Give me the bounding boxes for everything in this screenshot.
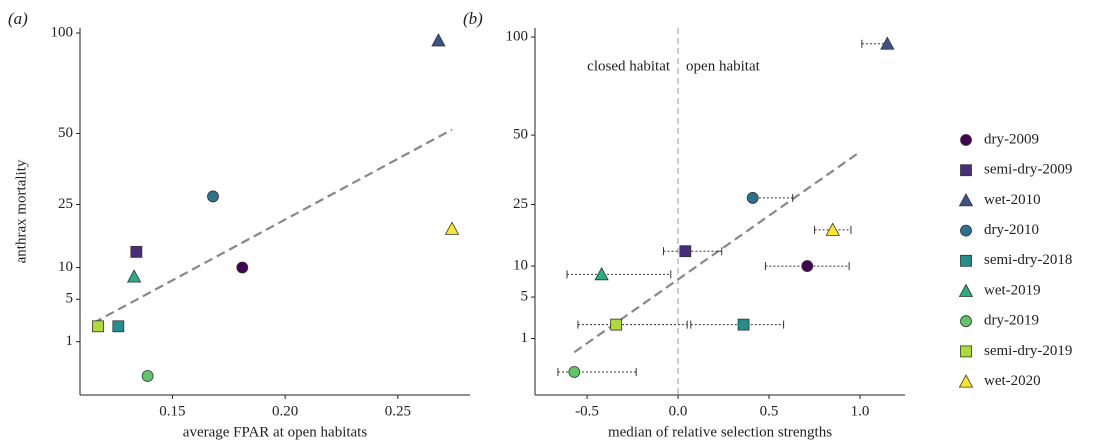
y-tick-label: 25 (58, 196, 73, 212)
point (126, 269, 142, 283)
point (130, 245, 143, 258)
legend-marker (960, 134, 972, 146)
annotation: closed habitat (587, 58, 671, 74)
x-tick-label: 1.0 (851, 403, 870, 419)
x-tick-label: -0.5 (575, 403, 599, 419)
legend-marker (958, 374, 974, 388)
point (594, 266, 609, 281)
point (112, 320, 125, 333)
legend-marker (958, 193, 974, 207)
legend-label: dry-2009 (984, 131, 1039, 147)
point (880, 36, 895, 50)
legend-marker (960, 224, 972, 237)
trend-line (93, 128, 453, 324)
x-axis-label: average FPAR at open habitats (183, 424, 368, 440)
y-tick-label: 25 (513, 196, 528, 212)
legend-label: dry-2019 (984, 313, 1039, 329)
x-tick-label: 0.0 (669, 403, 688, 419)
y-tick-label: 10 (513, 258, 528, 274)
legend-marker (960, 254, 972, 267)
panel-label: (a) (8, 9, 28, 28)
legend-marker (960, 345, 972, 358)
y-tick-label: 100 (506, 28, 529, 44)
point (92, 320, 104, 333)
x-tick-label: 0.5 (760, 403, 779, 419)
legend-label: wet-2019 (984, 282, 1041, 298)
x-axis-label: median of relative selection strengths (608, 424, 832, 440)
legend-marker (960, 164, 972, 177)
legend-label: wet-2020 (984, 373, 1041, 389)
point (610, 318, 623, 331)
point (737, 318, 750, 331)
legend-label: semi-dry-2009 (984, 162, 1072, 178)
y-tick-label: 1 (521, 330, 529, 346)
legend-label: wet-2010 (984, 192, 1041, 208)
legend-marker (960, 315, 972, 328)
y-tick-label: 1 (66, 333, 74, 349)
x-tick-label: 0.15 (159, 403, 185, 419)
point (236, 261, 249, 274)
point (431, 33, 446, 47)
point (825, 222, 840, 236)
x-tick-label: 0.20 (272, 403, 298, 419)
y-tick-label: 50 (58, 125, 73, 141)
legend-label: semi-dry-2019 (984, 343, 1072, 359)
y-tick-label: 10 (58, 259, 73, 275)
point (444, 221, 460, 235)
y-axis-label: anthrax mortality (13, 159, 29, 263)
y-tick-label: 100 (51, 24, 74, 40)
panel-label: (b) (463, 9, 483, 28)
point (568, 366, 581, 378)
y-tick-label: 5 (521, 289, 529, 305)
point (679, 245, 692, 258)
y-tick-label: 50 (513, 127, 528, 143)
y-tick-label: 5 (66, 291, 74, 307)
point (801, 260, 814, 272)
legend-label: semi-dry-2018 (984, 252, 1072, 268)
point (746, 192, 759, 204)
x-tick-label: 0.25 (385, 403, 411, 419)
legend-label: dry-2010 (984, 222, 1039, 238)
point (141, 370, 154, 382)
legend-marker (958, 283, 974, 297)
point (207, 190, 219, 203)
annotation: open habitat (686, 58, 761, 74)
